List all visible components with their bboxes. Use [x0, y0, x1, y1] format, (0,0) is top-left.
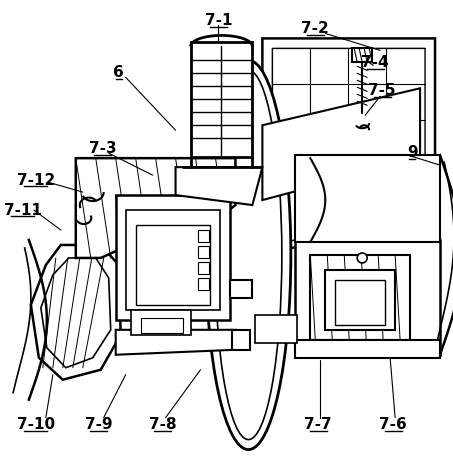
Bar [140, 318, 183, 333]
Polygon shape [262, 38, 435, 258]
Text: 7-4: 7-4 [361, 55, 389, 70]
Bar [231, 280, 252, 298]
Bar [255, 315, 297, 343]
Ellipse shape [206, 60, 291, 449]
Text: 7-5: 7-5 [368, 83, 396, 98]
Circle shape [357, 253, 367, 263]
Polygon shape [76, 158, 236, 258]
Bar [116, 195, 231, 320]
Bar [130, 310, 191, 335]
Bar [125, 210, 221, 310]
Text: 6: 6 [113, 65, 124, 80]
Bar [198, 230, 209, 242]
Polygon shape [31, 245, 120, 380]
Bar [352, 48, 372, 63]
Bar [335, 280, 385, 325]
Text: 7-12: 7-12 [17, 173, 55, 188]
Bar [198, 246, 209, 258]
Text: 7-10: 7-10 [17, 417, 55, 432]
Text: 7-7: 7-7 [304, 417, 332, 432]
Text: 7-11: 7-11 [4, 202, 42, 218]
Text: 7-6: 7-6 [379, 417, 407, 432]
Ellipse shape [215, 70, 282, 439]
Text: 7-2: 7-2 [301, 21, 329, 36]
Polygon shape [295, 240, 440, 355]
Bar [135, 225, 211, 305]
Text: 7-3: 7-3 [89, 141, 116, 155]
Polygon shape [272, 48, 425, 248]
Polygon shape [41, 258, 111, 368]
Text: 9: 9 [407, 145, 417, 160]
Bar [325, 270, 395, 330]
Polygon shape [176, 167, 262, 205]
Bar [232, 330, 251, 350]
Polygon shape [295, 155, 440, 242]
Bar [295, 340, 440, 358]
Text: 7-9: 7-9 [85, 417, 112, 432]
Polygon shape [116, 330, 236, 355]
Bar [310, 255, 410, 340]
Bar [198, 262, 209, 274]
Text: 7-1: 7-1 [205, 13, 232, 28]
Text: 7-8: 7-8 [149, 417, 176, 432]
Bar [191, 42, 252, 157]
Polygon shape [262, 88, 420, 200]
Bar [198, 278, 209, 290]
